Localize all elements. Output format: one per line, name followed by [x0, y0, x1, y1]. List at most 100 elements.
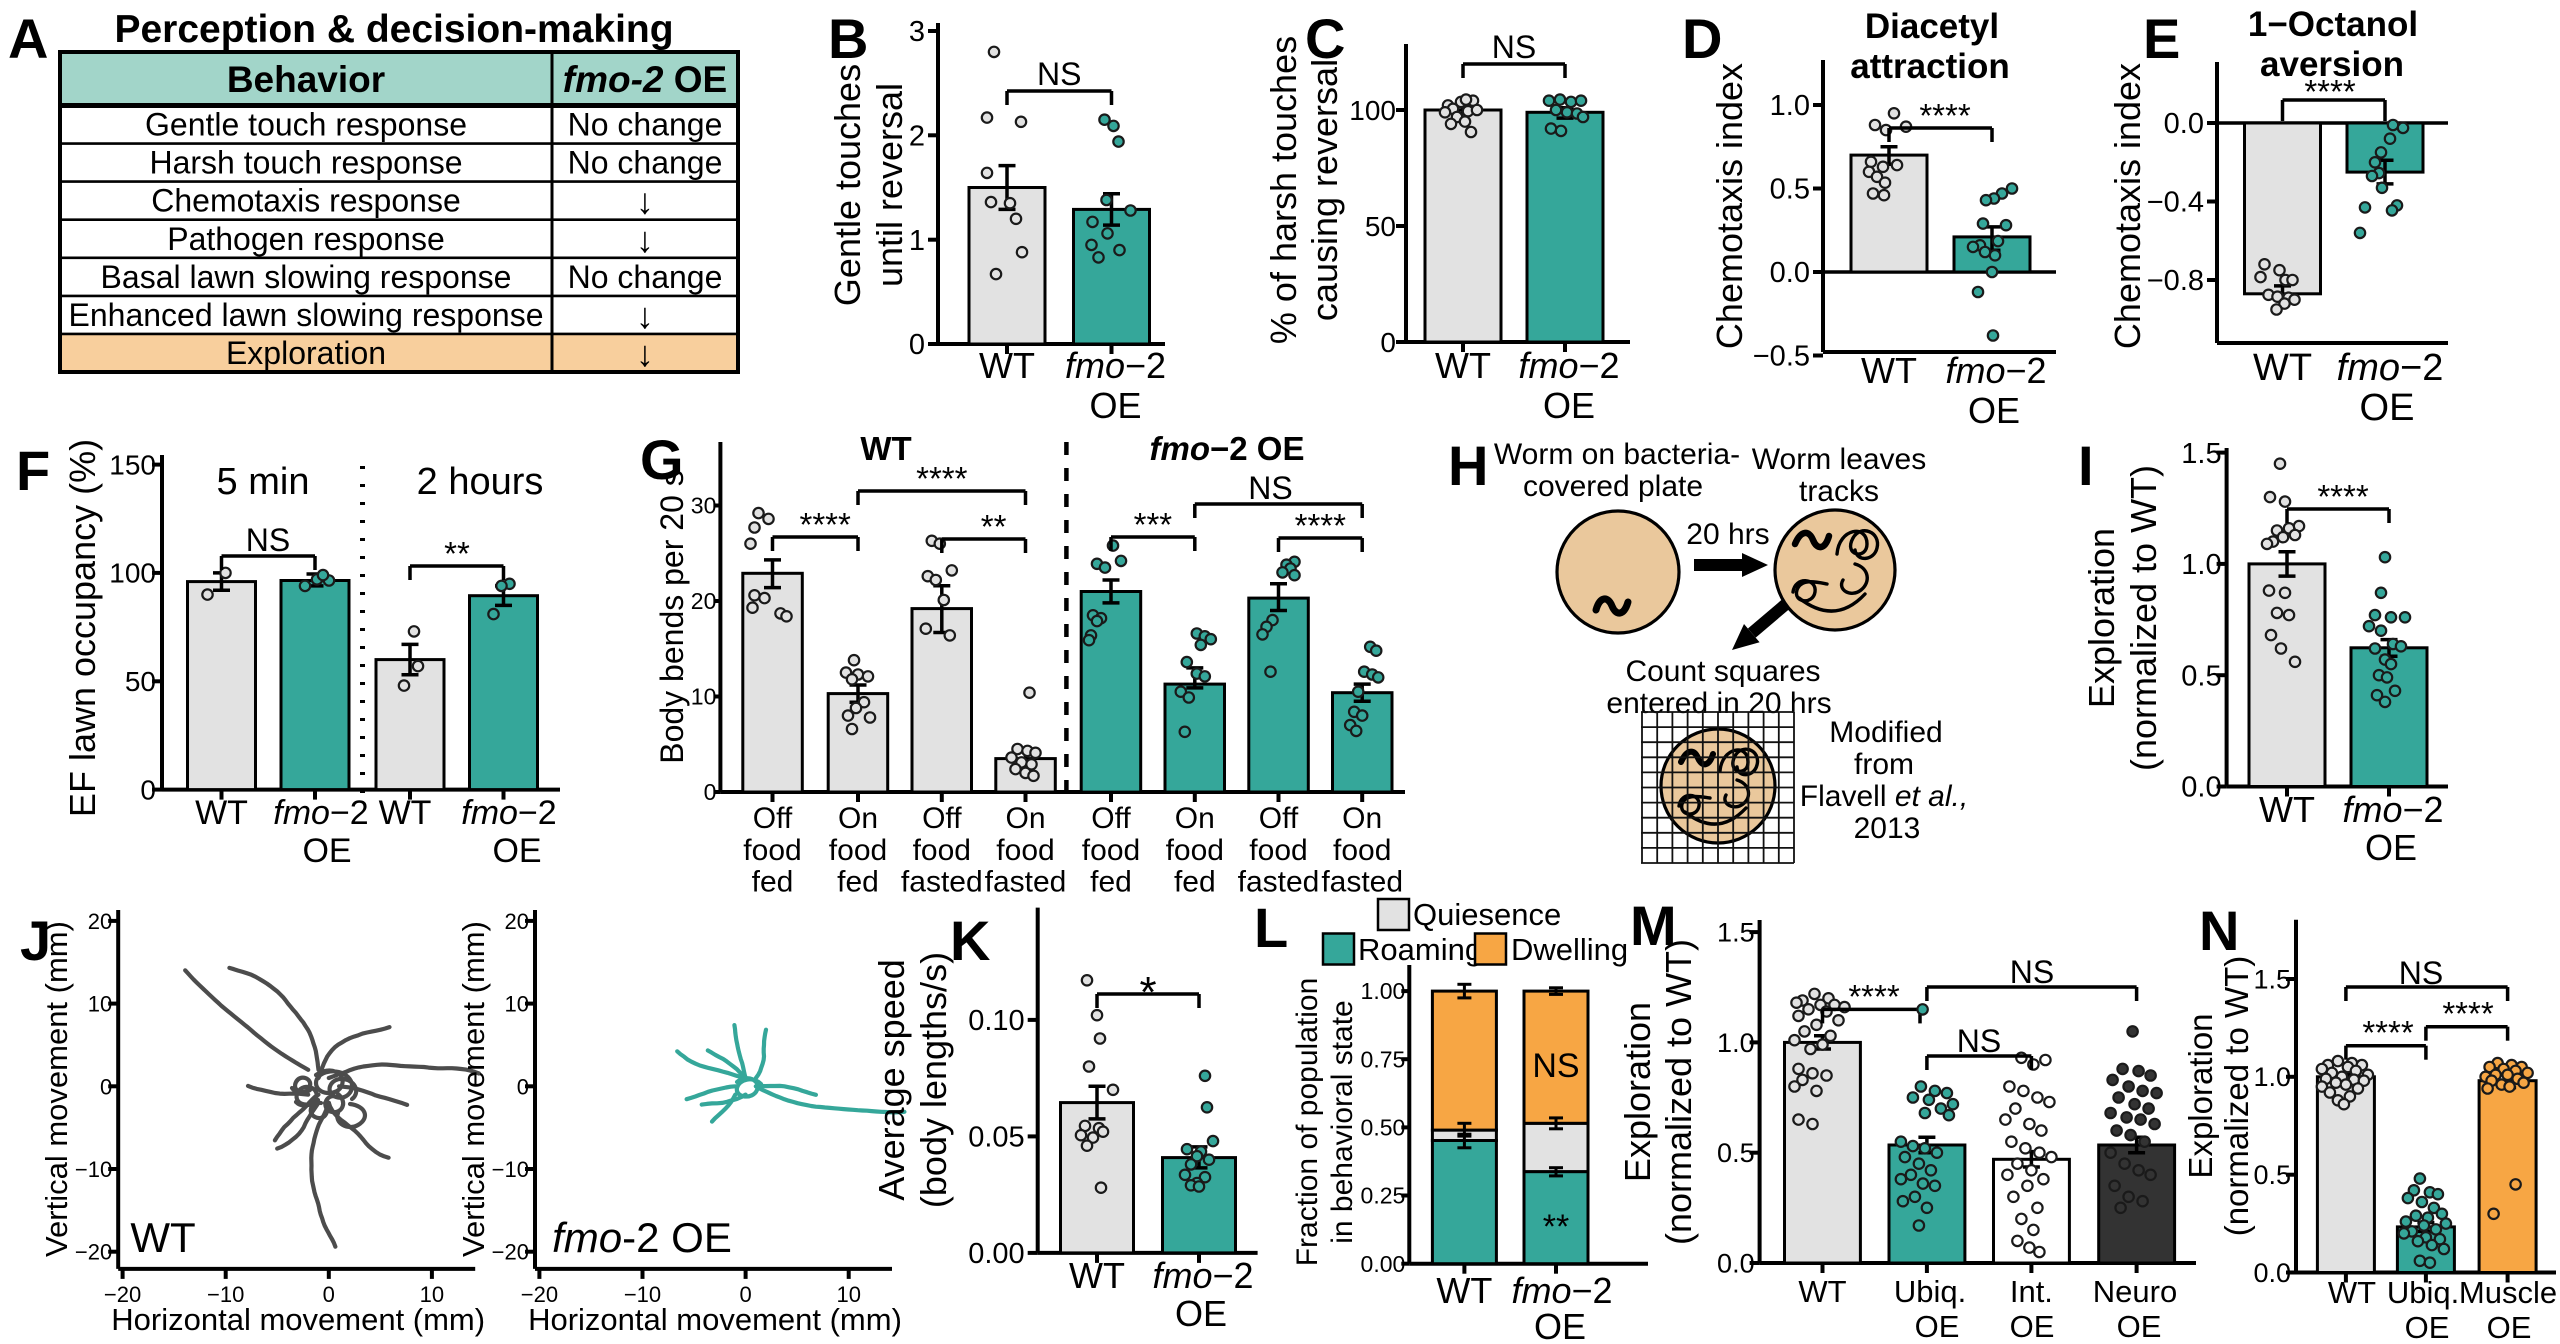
- svg-text:food: food: [996, 834, 1054, 867]
- svg-text:in behavioral state: in behavioral state: [1326, 1000, 1359, 1244]
- svg-text:0.0: 0.0: [1770, 257, 1810, 289]
- svg-text:food: food: [913, 834, 971, 867]
- svg-text:5 min: 5 min: [217, 461, 310, 503]
- svg-text:tracks: tracks: [1799, 475, 1879, 508]
- svg-text:WT: WT: [2253, 347, 2312, 389]
- svg-text:NS: NS: [1248, 470, 1292, 506]
- svg-text:fmo−2: fmo−2: [1152, 1255, 1253, 1296]
- svg-text:covered plate: covered plate: [1523, 470, 1703, 503]
- svg-text:OE: OE: [2360, 387, 2415, 429]
- svg-text:EF lawn occupancy (%): EF lawn occupancy (%): [62, 439, 103, 817]
- svg-text:entered in 20 hrs: entered in 20 hrs: [1606, 687, 1831, 720]
- svg-text:fmo−2: fmo−2: [1945, 350, 2046, 391]
- svg-text:****: ****: [916, 460, 968, 497]
- svg-text:WT: WT: [2328, 1275, 2376, 1310]
- svg-text:Fraction of population: Fraction of population: [1291, 978, 1324, 1267]
- svg-text:WT: WT: [1436, 1270, 1492, 1311]
- svg-text:Chemotaxis response: Chemotaxis response: [151, 183, 460, 219]
- svg-text:**: **: [981, 508, 1007, 545]
- svg-text:0.50: 0.50: [1361, 1115, 1406, 1141]
- svg-text:No change: No change: [568, 145, 723, 181]
- svg-text:causing reversal: causing reversal: [1304, 59, 1345, 321]
- svg-text:OE: OE: [492, 832, 541, 870]
- svg-text:Off: Off: [1259, 802, 1299, 835]
- svg-text:M: M: [1630, 894, 1677, 957]
- svg-text:fmo−2: fmo−2: [273, 794, 368, 832]
- svg-text:0.5: 0.5: [2253, 1160, 2291, 1190]
- svg-text:Vertical movement (mm): Vertical movement (mm): [456, 921, 491, 1257]
- svg-text:fasted: fasted: [985, 866, 1067, 899]
- svg-text:Modified: Modified: [1829, 716, 1942, 749]
- svg-text:Int.: Int.: [2010, 1274, 2053, 1309]
- svg-text:(body lengths/s): (body lengths/s): [913, 952, 954, 1208]
- svg-text:1.0: 1.0: [2181, 549, 2221, 581]
- svg-text:fmo-2 OE: fmo-2 OE: [563, 59, 727, 100]
- svg-text:0.75: 0.75: [1361, 1046, 1406, 1072]
- svg-text:1−Octanol: 1−Octanol: [2248, 5, 2418, 44]
- svg-text:Exploration: Exploration: [1617, 1002, 1658, 1182]
- svg-text:−10: −10: [75, 1157, 112, 1182]
- svg-text:NS: NS: [2010, 954, 2054, 990]
- svg-text:WT: WT: [2259, 789, 2315, 830]
- svg-text:(normalized to WT): (normalized to WT): [2218, 956, 2255, 1237]
- svg-text:0.10: 0.10: [968, 1005, 1024, 1037]
- svg-text:***: ***: [1134, 506, 1173, 543]
- svg-text:****: ****: [800, 506, 852, 543]
- svg-text:aversion: aversion: [2260, 45, 2404, 84]
- svg-text:Off: Off: [1091, 802, 1131, 835]
- svg-text:0: 0: [323, 1282, 335, 1307]
- svg-text:Ubiq.: Ubiq.: [1894, 1274, 1966, 1309]
- svg-text:until reversal: until reversal: [869, 83, 910, 287]
- svg-text:0.25: 0.25: [1361, 1183, 1406, 1209]
- svg-text:WT: WT: [1435, 345, 1491, 386]
- svg-text:0: 0: [140, 774, 156, 805]
- svg-text:K: K: [950, 909, 990, 972]
- svg-text:2 hours: 2 hours: [417, 461, 544, 503]
- svg-text:G: G: [640, 428, 684, 491]
- svg-text:On: On: [1175, 802, 1215, 835]
- svg-text:****: ****: [2304, 73, 2356, 110]
- svg-text:fed: fed: [1090, 866, 1132, 899]
- svg-text:C: C: [1305, 7, 1345, 70]
- svg-text:0.0: 0.0: [2164, 108, 2204, 140]
- svg-text:WT: WT: [1798, 1274, 1846, 1309]
- svg-text:1.5: 1.5: [2181, 438, 2221, 470]
- svg-text:WT: WT: [979, 345, 1035, 386]
- svg-text:Chemotaxis index: Chemotaxis index: [2107, 63, 2148, 349]
- svg-text:food: food: [1333, 834, 1391, 867]
- svg-text:fed: fed: [837, 866, 879, 899]
- svg-text:food: food: [829, 834, 887, 867]
- svg-text:(normalized to WT): (normalized to WT): [1658, 939, 1699, 1245]
- svg-text:fed: fed: [752, 866, 794, 899]
- svg-text:fmo−2: fmo−2: [1065, 345, 1166, 386]
- svg-text:Diacetyl: Diacetyl: [1865, 7, 1999, 46]
- svg-text:1.0: 1.0: [2253, 1062, 2291, 1092]
- svg-text:Flavell et al.,: Flavell et al.,: [1800, 780, 1968, 813]
- svg-text:fasted: fasted: [1321, 866, 1403, 899]
- svg-text:Pathogen response: Pathogen response: [167, 221, 445, 257]
- svg-text:Horizontal movement (mm): Horizontal movement (mm): [528, 1302, 902, 1337]
- svg-text:Quiesence: Quiesence: [1413, 897, 1561, 932]
- svg-text:0.0: 0.0: [2181, 772, 2221, 804]
- svg-text:100: 100: [1349, 95, 1396, 126]
- svg-text:1.0: 1.0: [1770, 90, 1810, 122]
- svg-text:↓: ↓: [636, 333, 654, 374]
- svg-text:food: food: [1082, 834, 1140, 867]
- svg-text:30: 30: [691, 493, 717, 519]
- svg-text:Chemotaxis index: Chemotaxis index: [1709, 63, 1750, 349]
- svg-text:10: 10: [505, 992, 529, 1017]
- svg-text:from: from: [1854, 748, 1914, 781]
- svg-text:−10: −10: [624, 1282, 661, 1307]
- svg-text:On: On: [1005, 802, 1045, 835]
- svg-text:Off: Off: [753, 802, 793, 835]
- svg-text:0.00: 0.00: [1361, 1251, 1406, 1277]
- svg-text:−10: −10: [207, 1282, 244, 1307]
- svg-text:OE: OE: [2117, 1309, 2162, 1344]
- svg-text:0.5: 0.5: [1717, 1138, 1755, 1168]
- svg-text:20: 20: [88, 909, 112, 934]
- svg-text:WT: WT: [1861, 350, 1917, 391]
- svg-text:Horizontal movement (mm): Horizontal movement (mm): [111, 1302, 485, 1337]
- svg-text:1.5: 1.5: [1717, 918, 1755, 948]
- svg-text:F: F: [16, 439, 50, 502]
- svg-text:↓: ↓: [636, 295, 654, 336]
